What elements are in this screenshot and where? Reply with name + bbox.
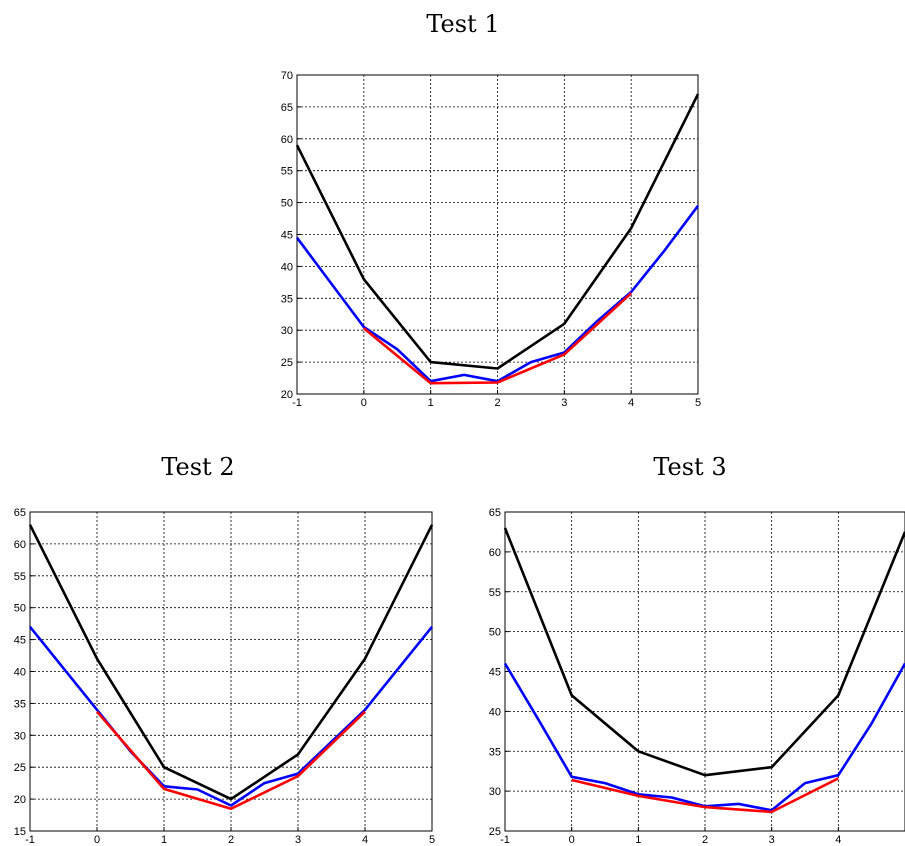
y-tick-label: 35 xyxy=(489,746,501,758)
y-tick-label: 25 xyxy=(14,762,26,774)
y-tick-label: 30 xyxy=(489,786,501,798)
x-tick-label: -1 xyxy=(292,397,302,409)
x-tick-label: 2 xyxy=(494,397,500,409)
x-tick-label: -1 xyxy=(500,834,510,846)
x-tick-label: 0 xyxy=(569,834,575,846)
y-tick-label: 25 xyxy=(281,357,293,369)
series-line-black xyxy=(295,93,700,370)
x-tick-label: 4 xyxy=(628,397,634,409)
chart-title-test-1: Test 1 xyxy=(426,10,500,38)
x-tick-label: 3 xyxy=(295,834,301,846)
y-tick-label: 45 xyxy=(281,230,293,242)
y-tick-label: 20 xyxy=(281,389,293,401)
y-tick-label: 55 xyxy=(489,587,501,599)
y-tick-label: 45 xyxy=(489,667,501,679)
x-tick-label: 4 xyxy=(835,834,841,846)
x-tick-label: 2 xyxy=(228,834,234,846)
y-tick-label: 55 xyxy=(14,571,26,583)
series-line-red xyxy=(96,710,366,811)
series-line-black xyxy=(503,527,905,777)
series-line-blue xyxy=(28,625,434,807)
x-tick-label: 1 xyxy=(428,397,434,409)
y-tick-label: 55 xyxy=(281,166,293,178)
y-tick-label: 65 xyxy=(281,102,293,114)
y-tick-label: 50 xyxy=(489,627,501,639)
y-tick-label: 50 xyxy=(281,198,293,210)
y-tick-label: 20 xyxy=(14,794,26,806)
x-tick-label: -1 xyxy=(25,834,35,846)
y-tick-label: 40 xyxy=(14,667,26,679)
x-tick-label: 3 xyxy=(561,397,567,409)
y-tick-label: 70 xyxy=(281,70,293,82)
chart-title-test-2: Test 2 xyxy=(161,453,235,481)
x-tick-label: 0 xyxy=(361,397,367,409)
y-tick-label: 40 xyxy=(281,261,293,273)
y-tick-label: 25 xyxy=(489,826,501,838)
x-tick-label: 5 xyxy=(695,397,701,409)
x-tick-label: 1 xyxy=(161,834,167,846)
y-tick-label: 35 xyxy=(281,293,293,305)
x-tick-label: 4 xyxy=(362,834,368,846)
x-tick-label: 5 xyxy=(429,834,435,846)
y-tick-label: 65 xyxy=(489,507,501,519)
y-tick-label: 35 xyxy=(14,698,26,710)
series-line-black xyxy=(28,524,434,801)
x-tick-label: 3 xyxy=(769,834,775,846)
y-tick-label: 15 xyxy=(14,826,26,838)
y-tick-label: 60 xyxy=(281,134,293,146)
x-tick-label: 0 xyxy=(94,834,100,846)
y-tick-label: 40 xyxy=(489,706,501,718)
y-tick-label: 30 xyxy=(281,325,293,337)
y-tick-label: 50 xyxy=(14,603,26,615)
y-tick-label: 45 xyxy=(14,635,26,647)
y-tick-label: 30 xyxy=(14,730,26,742)
y-tick-label: 60 xyxy=(14,539,26,551)
y-tick-label: 65 xyxy=(14,507,26,519)
chart-title-test-3: Test 3 xyxy=(653,453,727,481)
x-tick-label: 1 xyxy=(635,834,641,846)
y-tick-label: 60 xyxy=(489,547,501,559)
x-tick-label: 2 xyxy=(702,834,708,846)
series-line-red xyxy=(571,777,839,814)
series-line-red xyxy=(362,292,633,385)
